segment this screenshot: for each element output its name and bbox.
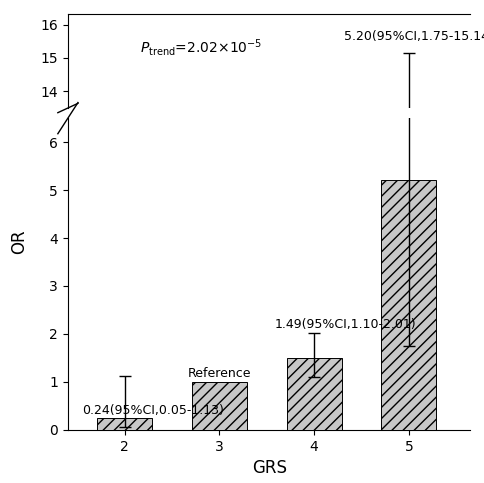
Bar: [380, 181, 436, 430]
Text: Reference: Reference: [187, 367, 251, 380]
Bar: [286, 358, 341, 430]
Text: OR: OR: [10, 229, 29, 254]
X-axis label: GRS: GRS: [251, 459, 286, 477]
Text: 0.24(95%CI,0.05-1.13): 0.24(95%CI,0.05-1.13): [82, 404, 224, 417]
Bar: [97, 418, 152, 430]
Bar: [192, 382, 246, 430]
Text: 5.20(95%CI,1.75-15.14): 5.20(95%CI,1.75-15.14): [344, 30, 484, 43]
Text: 1.49(95%CI,1.10-2.01): 1.49(95%CI,1.10-2.01): [274, 318, 415, 330]
Text: $\mathit{P}_{\rm trend}$=2.02×10$^{-5}$: $\mathit{P}_{\rm trend}$=2.02×10$^{-5}$: [140, 37, 262, 58]
Bar: [380, 385, 436, 483]
